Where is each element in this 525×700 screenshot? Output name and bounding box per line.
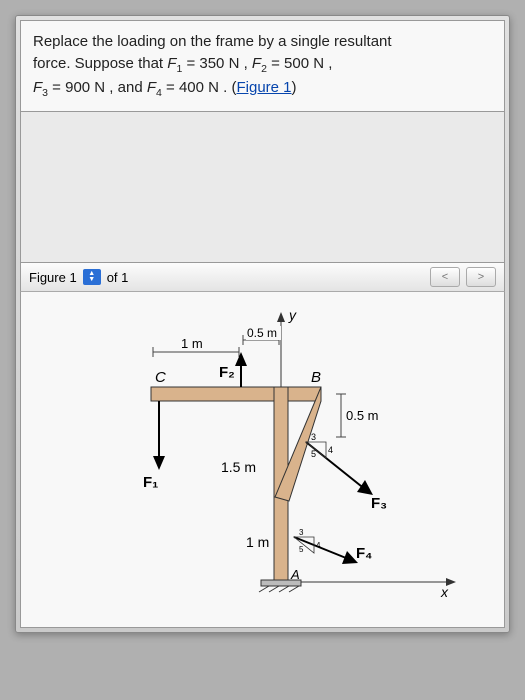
var: F: [33, 79, 42, 96]
var: F: [252, 55, 261, 72]
text: = 400 N . (: [162, 79, 237, 96]
next-figure-button[interactable]: >: [466, 267, 496, 287]
svg-text:A: A: [290, 567, 300, 582]
point-B: B: [311, 369, 321, 386]
svg-text:4: 4: [316, 541, 321, 550]
text: Replace the loading on the frame by a si…: [33, 33, 392, 50]
svg-text:3: 3: [311, 432, 316, 442]
figure-link[interactable]: Figure 1: [236, 79, 291, 96]
text: = 500 N ,: [267, 55, 332, 72]
y-axis-label: y: [288, 307, 297, 323]
x-axis-label: x: [440, 584, 449, 600]
var: F: [147, 79, 156, 96]
beam-horizontal: [151, 387, 321, 401]
figure-toolbar: Figure 1 ▲▼ of 1 < >: [20, 262, 505, 292]
figure-stepper[interactable]: ▲▼: [83, 269, 101, 285]
svg-text:5: 5: [299, 545, 304, 554]
app-panel: Replace the loading on the frame by a si…: [15, 15, 510, 633]
figure-label: Figure 1: [29, 270, 77, 285]
dim-1m-top: 1 m: [181, 336, 203, 351]
text: = 350 N ,: [182, 55, 247, 72]
svg-text:5: 5: [311, 449, 316, 459]
diagram-svg: y x C B A 1 m: [21, 292, 506, 627]
problem-statement: Replace the loading on the frame by a si…: [20, 20, 505, 112]
svg-text:4: 4: [328, 445, 333, 455]
text: = 900 N , and: [48, 79, 147, 96]
text: force. Suppose that: [33, 55, 167, 72]
spacer: [20, 112, 505, 262]
dim-1m-bot: 1 m: [246, 534, 269, 550]
text: ): [292, 79, 297, 96]
force-F3: F₃: [371, 495, 387, 512]
dim-15m: 1.5 m: [221, 459, 256, 475]
figure-canvas: y x C B A 1 m: [20, 292, 505, 628]
point-C: C: [155, 369, 166, 386]
force-F1: F₁: [143, 474, 158, 491]
force-F2: F₂: [219, 364, 235, 381]
dim-05m-top: 0.5 m: [247, 326, 277, 340]
figure-of-text: of 1: [107, 270, 129, 285]
prev-figure-button[interactable]: <: [430, 267, 460, 287]
force-F4: F₄: [356, 545, 372, 562]
svg-text:3: 3: [299, 528, 304, 537]
dim-05m-right: 0.5 m: [346, 408, 379, 423]
